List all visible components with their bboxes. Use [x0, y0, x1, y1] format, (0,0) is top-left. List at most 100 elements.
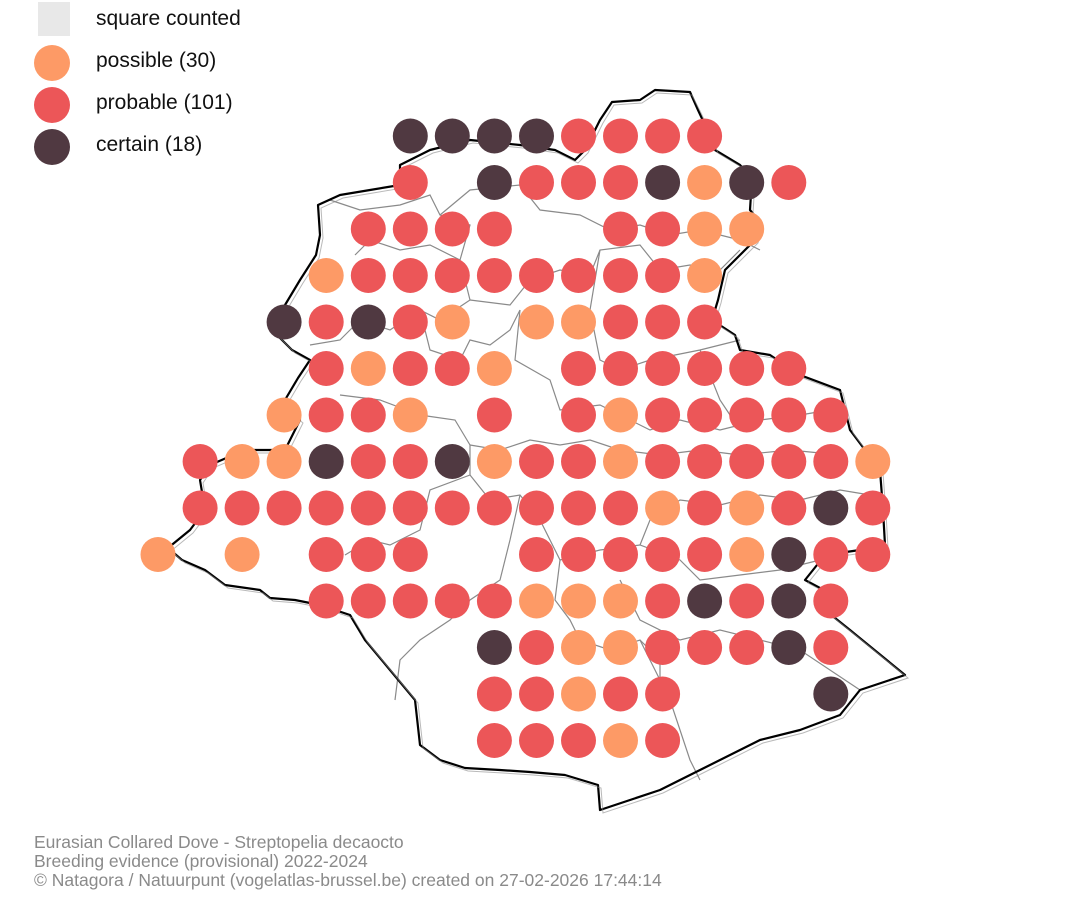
possible-dot: [519, 583, 554, 619]
probable-dot: [476, 397, 512, 433]
probable-dot: [476, 258, 512, 293]
probable-circle-swatch: [34, 87, 70, 123]
certain-dot: [308, 444, 344, 479]
certain-dot: [476, 165, 512, 200]
probable-dot: [729, 397, 765, 433]
possible-dot: [729, 537, 765, 572]
probable-dot: [476, 490, 512, 526]
certain-dot: [434, 118, 470, 154]
certain-dot: [771, 630, 807, 665]
probable-dot: [519, 165, 554, 200]
probable-dot: [350, 444, 386, 479]
probable-dot: [645, 304, 681, 340]
probable-dot: [771, 397, 807, 433]
certain-dot: [813, 490, 849, 526]
probable-dot: [308, 537, 344, 572]
possible-dot: [561, 676, 596, 712]
probable-dot: [687, 444, 723, 479]
possible-dot: [687, 165, 723, 200]
probable-dot: [182, 444, 218, 479]
probable-dot: [645, 537, 681, 572]
probable-dot: [813, 630, 849, 665]
probable-dot: [519, 537, 554, 572]
caption-credit: © Natagora / Natuurpunt (vogelatlas-brus…: [34, 870, 662, 890]
probable-dot: [687, 490, 723, 526]
possible-dot: [729, 490, 765, 526]
probable-dot: [855, 537, 891, 572]
possible-dot: [603, 444, 638, 479]
probable-dot: [687, 630, 723, 665]
probable-dot: [350, 537, 386, 572]
probable-dot: [645, 397, 681, 433]
certain-dot: [729, 165, 765, 200]
probable-dot: [224, 490, 260, 526]
probable-dot: [434, 258, 470, 293]
possible-circle-swatch: [34, 45, 70, 81]
probable-dot: [350, 583, 386, 619]
possible-dot: [687, 211, 723, 247]
probable-dot: [350, 397, 386, 433]
probable-dot: [308, 351, 344, 386]
probable-dot: [434, 490, 470, 526]
possible-dot: [645, 490, 681, 526]
certain-dot: [266, 304, 302, 340]
possible-dot: [140, 537, 176, 572]
probable-dot: [308, 490, 344, 526]
probable-dot: [350, 211, 386, 247]
certain-dot: [771, 583, 807, 619]
municipality-border: [639, 639, 701, 781]
probable-dot: [519, 676, 554, 712]
region-boundary: [166, 88, 907, 812]
probable-dot: [519, 258, 554, 293]
probable-dot: [645, 444, 681, 479]
probable-dot: [603, 304, 638, 340]
probable-dot: [308, 304, 344, 340]
region-boundary-outer: [170, 92, 910, 814]
legend-label-counted: square counted: [96, 7, 241, 30]
probable-dot: [561, 537, 596, 572]
possible-dot: [687, 258, 723, 293]
probable-dot: [603, 537, 638, 572]
possible-dot: [308, 258, 344, 293]
caption-subtitle: Breeding evidence (provisional) 2022-202…: [34, 851, 368, 871]
probable-dot: [771, 490, 807, 526]
possible-dot: [350, 351, 386, 386]
municipality-border: [514, 309, 831, 431]
possible-dot: [266, 444, 302, 479]
possible-dot: [603, 630, 638, 665]
legend-label-certain: certain (18): [96, 133, 203, 156]
certain-dot: [519, 118, 554, 154]
probable-dot: [434, 211, 470, 247]
probable-dot: [519, 630, 554, 665]
legend-label-possible: possible (30): [96, 49, 217, 72]
probable-dot: [519, 444, 554, 479]
certain-circle-swatch: [34, 129, 70, 165]
probable-dot: [771, 165, 807, 200]
probable-dot: [645, 351, 681, 386]
square-counted-swatch: [38, 2, 70, 36]
possible-dot: [476, 351, 512, 386]
probable-dot: [392, 258, 428, 293]
probable-dot: [687, 118, 723, 154]
probable-dot: [519, 723, 554, 758]
probable-dot: [308, 583, 344, 619]
possible-dot: [603, 723, 638, 758]
municipality-border: [419, 309, 521, 361]
probable-dot: [687, 537, 723, 572]
probable-dot: [603, 676, 638, 712]
probable-dot: [519, 490, 554, 526]
probable-dot: [645, 630, 681, 665]
possible-dot: [729, 211, 765, 247]
possible-dot: [855, 444, 891, 479]
legend-item-possible: possible (30): [34, 42, 294, 84]
municipality-border: [329, 194, 471, 261]
certain-dot: [392, 118, 428, 154]
probable-dot: [603, 490, 638, 526]
possible-dot: [519, 304, 554, 340]
probable-dot: [561, 165, 596, 200]
certain-dot: [350, 304, 386, 340]
species-name: Eurasian Collared Dove - Streptopelia de…: [34, 832, 404, 852]
probable-dot: [392, 490, 428, 526]
probable-dot: [392, 351, 428, 386]
